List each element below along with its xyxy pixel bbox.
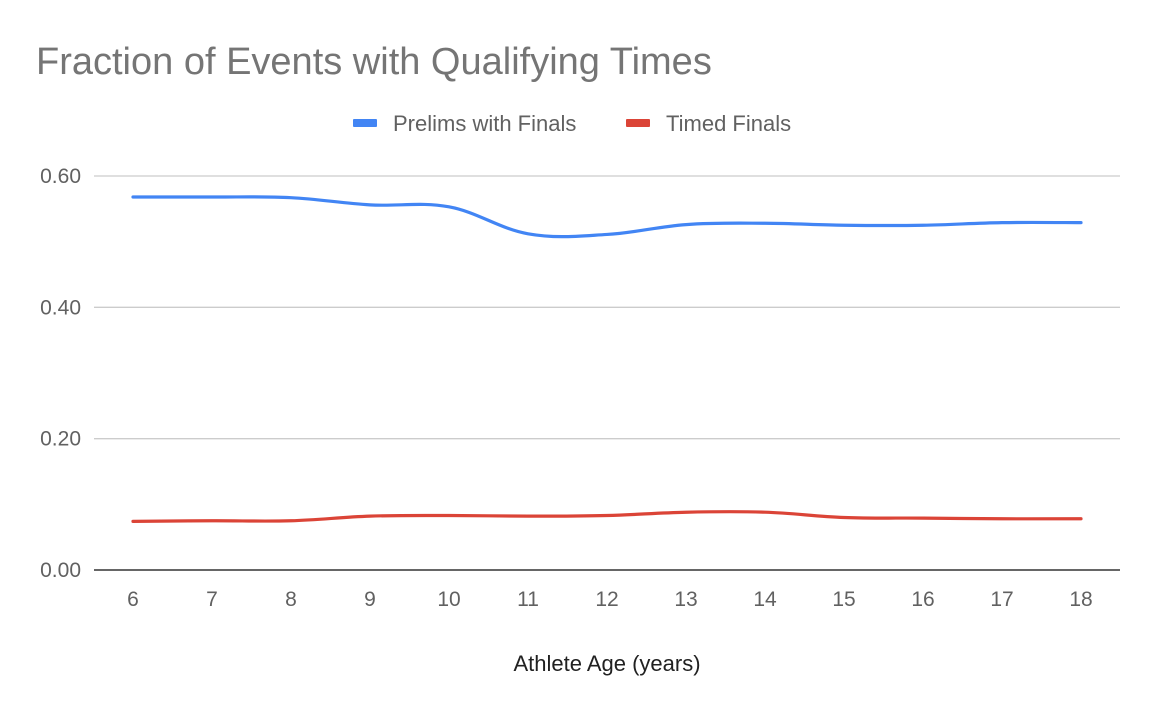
- series-line-1: [131, 195, 1083, 239]
- y-tick-label: 0.60: [40, 165, 81, 188]
- x-tick-label: 9: [364, 588, 376, 611]
- x-tick-label: 14: [753, 588, 777, 611]
- x-tick-label: 8: [285, 588, 297, 611]
- chart-title: Fraction of Events with Qualifying Times: [36, 41, 712, 83]
- x-tick-label: 6: [127, 588, 139, 611]
- legend-swatch: [626, 119, 650, 127]
- x-tick-label: 12: [595, 588, 618, 611]
- x-axis-title: Athlete Age (years): [513, 651, 700, 676]
- legend: Prelims with Finals Timed Finals: [353, 111, 791, 136]
- legend-label: Timed Finals: [666, 111, 791, 136]
- x-tick-label: 10: [437, 588, 460, 611]
- gridlines: [94, 175, 1120, 440]
- y-tick-label: 0.00: [40, 559, 81, 582]
- legend-label: Prelims with Finals: [393, 111, 576, 136]
- x-axis: 6 7 8 9 10 11 12 13 14 15 16 17 18: [94, 569, 1120, 611]
- series-line-2: [131, 510, 1083, 524]
- x-tick-label: 13: [674, 588, 697, 611]
- x-tick-label: 15: [832, 588, 855, 611]
- x-tick-label: 17: [990, 588, 1013, 611]
- y-tick-label: 0.40: [40, 296, 81, 319]
- series-lines: [131, 195, 1083, 524]
- x-tick-label: 7: [206, 588, 218, 611]
- y-tick-label: 0.20: [40, 428, 81, 451]
- x-tick-label: 11: [517, 588, 539, 611]
- x-tick-label: 16: [911, 588, 934, 611]
- x-tick-label: 18: [1069, 588, 1092, 611]
- y-axis: 0.00 0.20 0.40 0.60: [40, 165, 81, 582]
- legend-swatch: [353, 119, 377, 127]
